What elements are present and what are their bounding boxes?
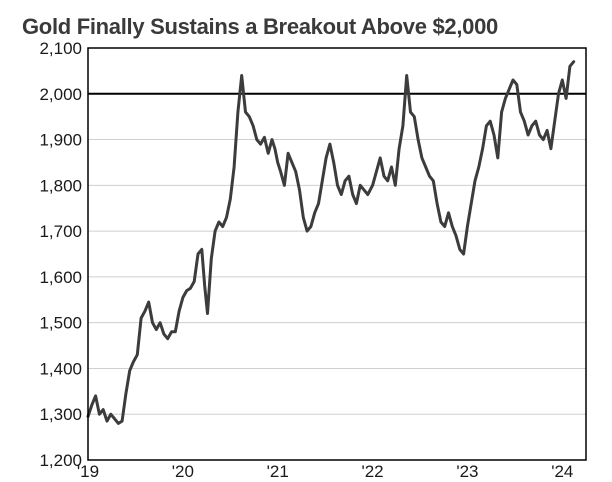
x-tick-label: '20 — [172, 462, 194, 481]
chart-title: Gold Finally Sustains a Breakout Above $… — [22, 14, 498, 39]
y-tick-label: 1,500 — [39, 314, 82, 333]
series-line — [86, 60, 576, 425]
x-tick-label: '23 — [456, 462, 478, 481]
y-tick-label: 1,800 — [39, 176, 82, 195]
grid-lines — [88, 47, 586, 415]
y-tick-label: 1,600 — [39, 268, 82, 287]
y-tick-label: 2,100 — [39, 39, 82, 58]
plot-frame — [87, 47, 587, 461]
x-tick-label: '24 — [551, 462, 573, 481]
y-tick-label: 1,900 — [39, 131, 82, 150]
y-tick-label: 1,400 — [39, 359, 82, 378]
x-tick-label: '19 — [77, 462, 99, 481]
y-axis-ticks: 1,200 1,300 1,400 1,500 1,600 1,700 1,800 1,900… — [39, 39, 82, 470]
x-tick-label: '22 — [361, 462, 383, 481]
y-tick-label: 1,700 — [39, 222, 82, 241]
y-tick-label: 1,200 — [39, 451, 82, 470]
y-tick-label: 2,000 — [39, 85, 82, 104]
y-tick-label: 1,300 — [39, 405, 82, 424]
x-axis-ticks: '19 '20 '21 '22 '23 '24 — [77, 462, 573, 481]
x-tick-label: '21 — [267, 462, 289, 481]
